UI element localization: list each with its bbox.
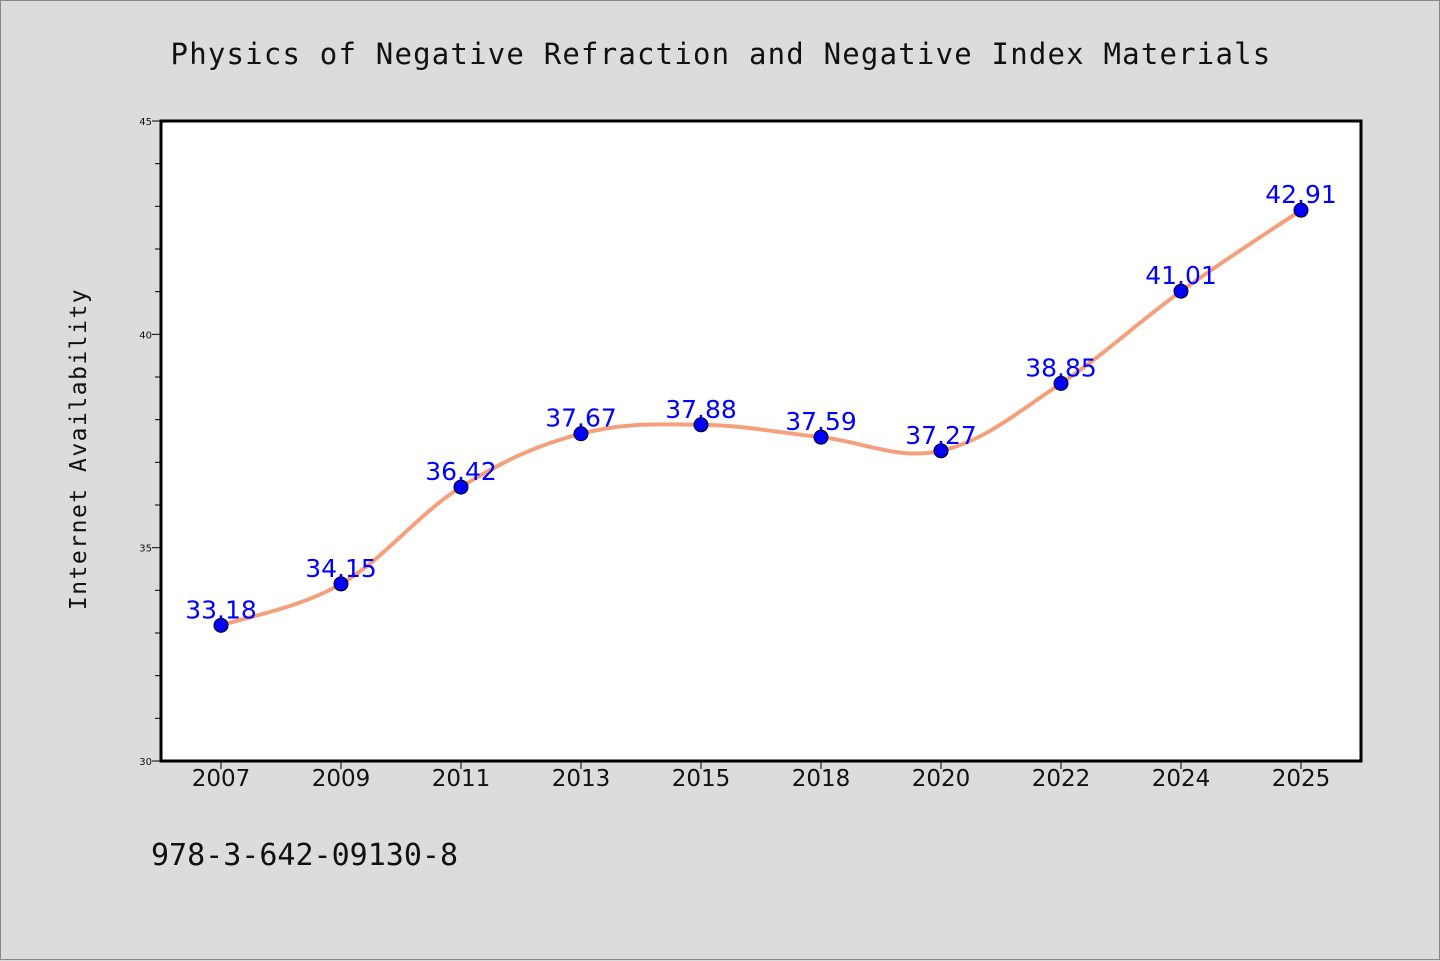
- data-labels: 33.18 34.15 36.42 37.67 37.88 37.59 37.27 38.85…: [185, 180, 1337, 624]
- series-markers: [213, 202, 1309, 633]
- series-line: [219, 208, 1303, 628]
- plot-area: [161, 121, 1361, 761]
- data-point: [933, 443, 949, 459]
- data-point: [453, 479, 469, 495]
- x-axis-tick-labels: 2007 2009 2011 2013 2015 2018 2020 2022 2024 2025: [192, 766, 1331, 792]
- x-tick-label: 2018: [792, 766, 851, 792]
- isbn-footer: 978-3-642-09130-8: [151, 838, 458, 873]
- y-axis-tick-labels: 30 35 40 45: [139, 117, 152, 768]
- data-label: 33.18: [185, 595, 257, 624]
- data-label: 36.42: [425, 457, 497, 486]
- data-label: 38.85: [1025, 353, 1097, 382]
- data-point: [1173, 283, 1189, 299]
- data-point: [1053, 375, 1069, 391]
- data-point: [333, 576, 349, 592]
- data-label: 41.01: [1145, 261, 1217, 290]
- data-point: [813, 429, 829, 445]
- data-point: [573, 426, 589, 442]
- x-tick-label: 2024: [1152, 766, 1211, 792]
- x-tick-label: 2020: [912, 766, 971, 792]
- x-tick-label: 2025: [1272, 766, 1331, 792]
- y-tick-label: 40: [139, 330, 152, 341]
- x-tick-label: 2007: [192, 766, 251, 792]
- series-line-path: [219, 208, 1303, 628]
- x-tick-label: 2013: [552, 766, 611, 792]
- y-axis-label: Internet Availability: [66, 288, 92, 610]
- data-label: 37.67: [545, 404, 617, 433]
- x-tick-label: 2011: [432, 766, 491, 792]
- data-label: 37.27: [905, 421, 977, 450]
- x-tick-label: 2009: [312, 766, 371, 792]
- data-label: 37.88: [665, 395, 737, 424]
- data-label: 34.15: [305, 554, 377, 583]
- data-point: [213, 617, 229, 633]
- y-tick-label: 35: [139, 544, 152, 555]
- plot-border: [159, 119, 1363, 763]
- chart-title: Physics of Negative Refraction and Negat…: [171, 37, 1272, 71]
- y-tick-label: 45: [139, 117, 152, 128]
- y-tick-label: 30: [139, 757, 152, 768]
- data-label: 42.91: [1265, 180, 1337, 209]
- data-point: [1293, 202, 1309, 218]
- x-tick-label: 2022: [1032, 766, 1091, 792]
- data-point: [693, 417, 709, 433]
- data-label: 37.59: [785, 407, 857, 436]
- x-tick-label: 2015: [672, 766, 731, 792]
